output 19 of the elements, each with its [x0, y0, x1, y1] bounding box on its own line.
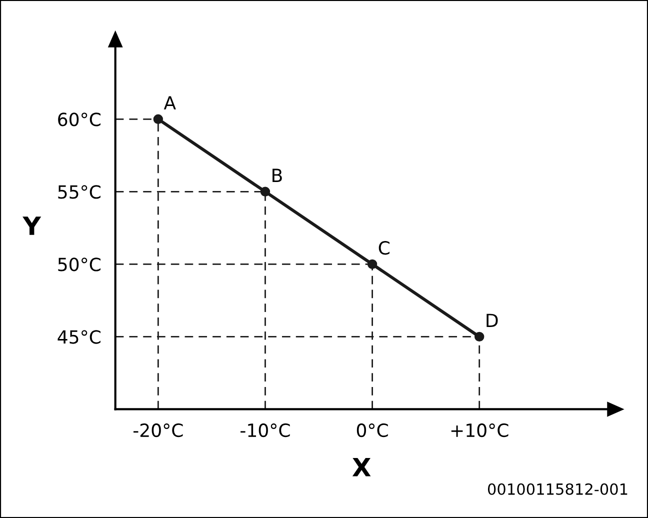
point: [153, 114, 164, 124]
x-axis-title: X: [352, 458, 371, 476]
point: [474, 332, 484, 342]
annotation: C: [378, 241, 390, 255]
point: [260, 186, 270, 197]
x-tick-label: +10°C: [451, 423, 508, 438]
point: [367, 259, 378, 270]
annotation: D: [486, 314, 498, 327]
x-tick-label: -10°C: [240, 423, 290, 438]
text: 00100115812-001: [488, 483, 628, 495]
x-tick-label: -20°C: [133, 423, 183, 438]
y-tick-label: 50°C: [58, 258, 100, 272]
y-tick-label: 60°C: [58, 112, 100, 126]
x-tick-label: 0°C: [356, 423, 388, 438]
y-axis-title: Y: [22, 216, 42, 235]
annotation: A: [164, 96, 176, 110]
y-tick-label: 55°C: [58, 185, 100, 199]
annotation: B: [272, 168, 282, 182]
y-tick-label: 45°C: [58, 330, 100, 344]
